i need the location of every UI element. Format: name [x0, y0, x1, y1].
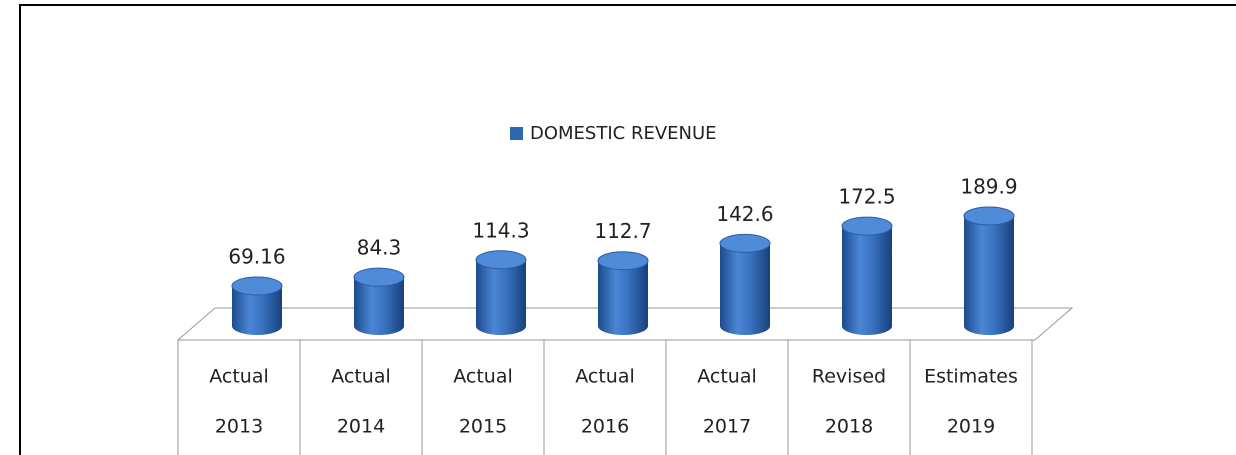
value-label: 112.7 — [594, 219, 651, 243]
x-tick-label: Actual — [575, 366, 635, 388]
x-tick-label: Actual — [209, 366, 269, 388]
x-tick-label: Revised — [812, 366, 886, 388]
bar-top — [597, 251, 649, 271]
x-tick-label: Actual — [697, 366, 757, 388]
bar — [476, 259, 526, 335]
bar-top — [231, 276, 283, 296]
x-tick-label: Estimates — [924, 366, 1018, 388]
bar — [598, 260, 648, 335]
bar — [720, 243, 770, 335]
bar — [964, 216, 1014, 335]
x-tick-label: 2016 — [581, 416, 629, 438]
bar — [232, 285, 282, 335]
bar-top — [475, 250, 527, 270]
bar-top — [719, 233, 771, 253]
frame — [19, 4, 1236, 455]
value-label: 84.3 — [357, 236, 402, 260]
bar-top — [963, 206, 1015, 226]
x-tick-label: 2013 — [215, 416, 263, 438]
x-tick-label: Actual — [453, 366, 513, 388]
value-label: 142.6 — [716, 202, 773, 226]
x-tick-label: Actual — [331, 366, 391, 388]
value-label: 172.5 — [838, 185, 895, 209]
value-label: 69.16 — [228, 244, 285, 268]
value-label: 114.3 — [472, 218, 529, 242]
legend-label: DOMESTIC REVENUE — [530, 123, 717, 144]
value-label: 189.9 — [960, 175, 1017, 199]
legend-swatch — [510, 127, 523, 140]
x-tick-label: 2015 — [459, 416, 507, 438]
x-tick-label: 2018 — [825, 416, 873, 438]
bar — [842, 226, 892, 335]
bar — [354, 277, 404, 335]
x-tick-label: 2017 — [703, 416, 751, 438]
x-tick-label: 2019 — [947, 416, 995, 438]
x-tick-label: 2014 — [337, 416, 385, 438]
bar-top — [841, 216, 893, 236]
bar-top — [353, 267, 405, 287]
